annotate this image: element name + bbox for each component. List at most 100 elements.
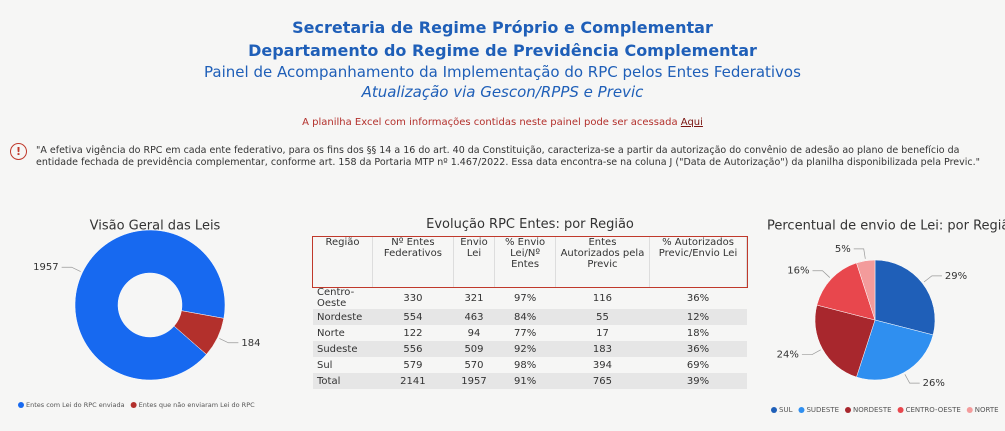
slice (856, 319, 934, 381)
table-cell: 92% (513, 343, 537, 355)
table-cell: Sudeste (317, 343, 358, 355)
legend-marker (130, 402, 137, 408)
table-cell: 2141 (400, 375, 426, 387)
table-cell: Norte (317, 327, 345, 339)
table-cell: 91% (513, 375, 537, 387)
data-label: 1957 (33, 262, 58, 273)
slice (74, 229, 226, 381)
leader-line (923, 275, 942, 283)
excel-link[interactable]: Aqui (680, 117, 703, 128)
table-cell: 69% (686, 359, 710, 371)
table-cell: 463 (464, 311, 484, 323)
legend-label: NORTE (975, 406, 999, 414)
slice (856, 259, 876, 321)
notice-text: "A efetiva vigência do RPC em cada ente … (36, 145, 981, 168)
table-cell: 765 (592, 375, 612, 387)
table-row: Sudeste 556 509 92% 183 36% (313, 341, 747, 357)
table-cell: 77% (513, 327, 537, 339)
table-cell: 84% (513, 311, 537, 323)
table-cell: 36% (686, 292, 710, 304)
table-row: Centro-Oeste 330 321 97% 116 36% (313, 287, 747, 309)
table-cell: Nordeste (317, 311, 363, 323)
column-header[interactable]: Nº Entes Federativos (372, 237, 454, 287)
table-row: Sul 579 570 98% 394 69% (313, 357, 747, 373)
leader-line (801, 349, 821, 356)
table-row: Total 2141 1957 91% 765 39% (313, 373, 747, 389)
donut-chart: Visão Geral das Leis 1957 184 Entes com Lei… (18, 219, 260, 409)
table-cell: 17 (596, 327, 609, 339)
table-cell: 554 (403, 311, 423, 323)
data-label: 16% (787, 266, 809, 277)
legend-label: Entes com Lei do RPC enviada (26, 401, 125, 409)
table-cell: Sul (317, 359, 333, 371)
header-line2: Departamento do Regime de Previdência Co… (248, 41, 757, 60)
table-cell: 12% (686, 311, 710, 323)
leader-line (853, 248, 866, 259)
leader-line (904, 374, 920, 384)
legend-label: NORDESTE (853, 406, 892, 414)
table-row: Nordeste 554 463 84% 55 12% (313, 309, 747, 325)
chart-title: Visão Geral das Leis (90, 219, 221, 234)
table-cell: 330 (403, 292, 423, 304)
table: Região Nº Entes Federativos Envio Lei% Env… (312, 236, 748, 389)
table-cell: 579 (403, 359, 423, 371)
excel-note: A planilha Excel com informações contida… (0, 117, 1005, 128)
legend-marker (966, 407, 973, 413)
table-cell: 321 (464, 292, 484, 304)
legend-label: SUDESTE (806, 406, 839, 414)
data-label: 24% (777, 350, 799, 361)
table-cell: 36% (686, 343, 710, 355)
data-label: 26% (923, 378, 945, 389)
table-cell: 55 (596, 311, 609, 323)
slice (173, 310, 225, 355)
table-title: Evolução RPC Entes: por Região (426, 217, 634, 232)
legend-label: CENTRO-OESTE (906, 406, 961, 414)
excel-text: A planilha Excel com informações contida… (302, 117, 678, 128)
column-header[interactable]: Entes Autorizados pela Previc (555, 237, 651, 287)
data-label: 184 (241, 338, 260, 349)
column-header[interactable]: % Autorizados Previc/Envio Lei (649, 237, 747, 287)
legend-marker (897, 407, 904, 413)
legend-label: Entes que não enviaram Lei do RPC (139, 401, 255, 409)
table-cell: 97% (513, 292, 537, 304)
table-cell: 116 (592, 292, 612, 304)
pie-chart: Percentual de envio de Lei: por Região 29… (767, 219, 1005, 415)
table-cell: 509 (464, 343, 484, 355)
leader-line (61, 266, 81, 272)
table-cell: 18% (686, 327, 710, 339)
header-line1: Secretaria de Regime Próprio e Complemen… (292, 18, 713, 37)
table-cell: Centro-Oeste (317, 287, 355, 309)
chart-title: Percentual de envio de Lei: por Região (767, 219, 1005, 234)
header-line4: Atualização via Gescon/RPPS e Previc (361, 83, 644, 101)
header-row: Região Nº Entes Federativos Envio Lei% Env… (312, 236, 748, 288)
legend-marker (845, 407, 851, 413)
column-header[interactable]: Região (313, 237, 374, 287)
notice-icon: ! (10, 143, 27, 160)
table-cell: 183 (592, 343, 612, 355)
table-cell: 394 (592, 359, 612, 371)
leader-line (812, 270, 831, 278)
column-header[interactable]: Envio Lei (453, 237, 496, 287)
table-cell: 556 (403, 343, 423, 355)
table-container: Região Nº Entes Federativos Envio Lei% Env… (312, 236, 748, 389)
data-label: 29% (945, 271, 967, 282)
leader-line (219, 338, 239, 344)
table-cell: 122 (403, 327, 423, 339)
slice (814, 304, 876, 378)
table-cell: 1957 (461, 375, 487, 387)
table-cell: 94 (467, 327, 481, 339)
data-label: 5% (835, 244, 851, 255)
legend-marker (798, 407, 805, 413)
slice (874, 259, 936, 336)
legend-label: SUL (779, 406, 793, 414)
table-cell: 39% (686, 375, 710, 387)
table-cell: Total (317, 375, 341, 387)
legend-marker (18, 402, 24, 408)
slice (816, 262, 876, 321)
table-cell: 570 (464, 359, 484, 371)
legend-marker (771, 407, 777, 413)
column-header[interactable]: % Envio Lei/Nº Entes (494, 237, 556, 287)
table-row: Norte 122 94 77% 17 18% (313, 325, 747, 341)
table-cell: 98% (513, 359, 537, 371)
